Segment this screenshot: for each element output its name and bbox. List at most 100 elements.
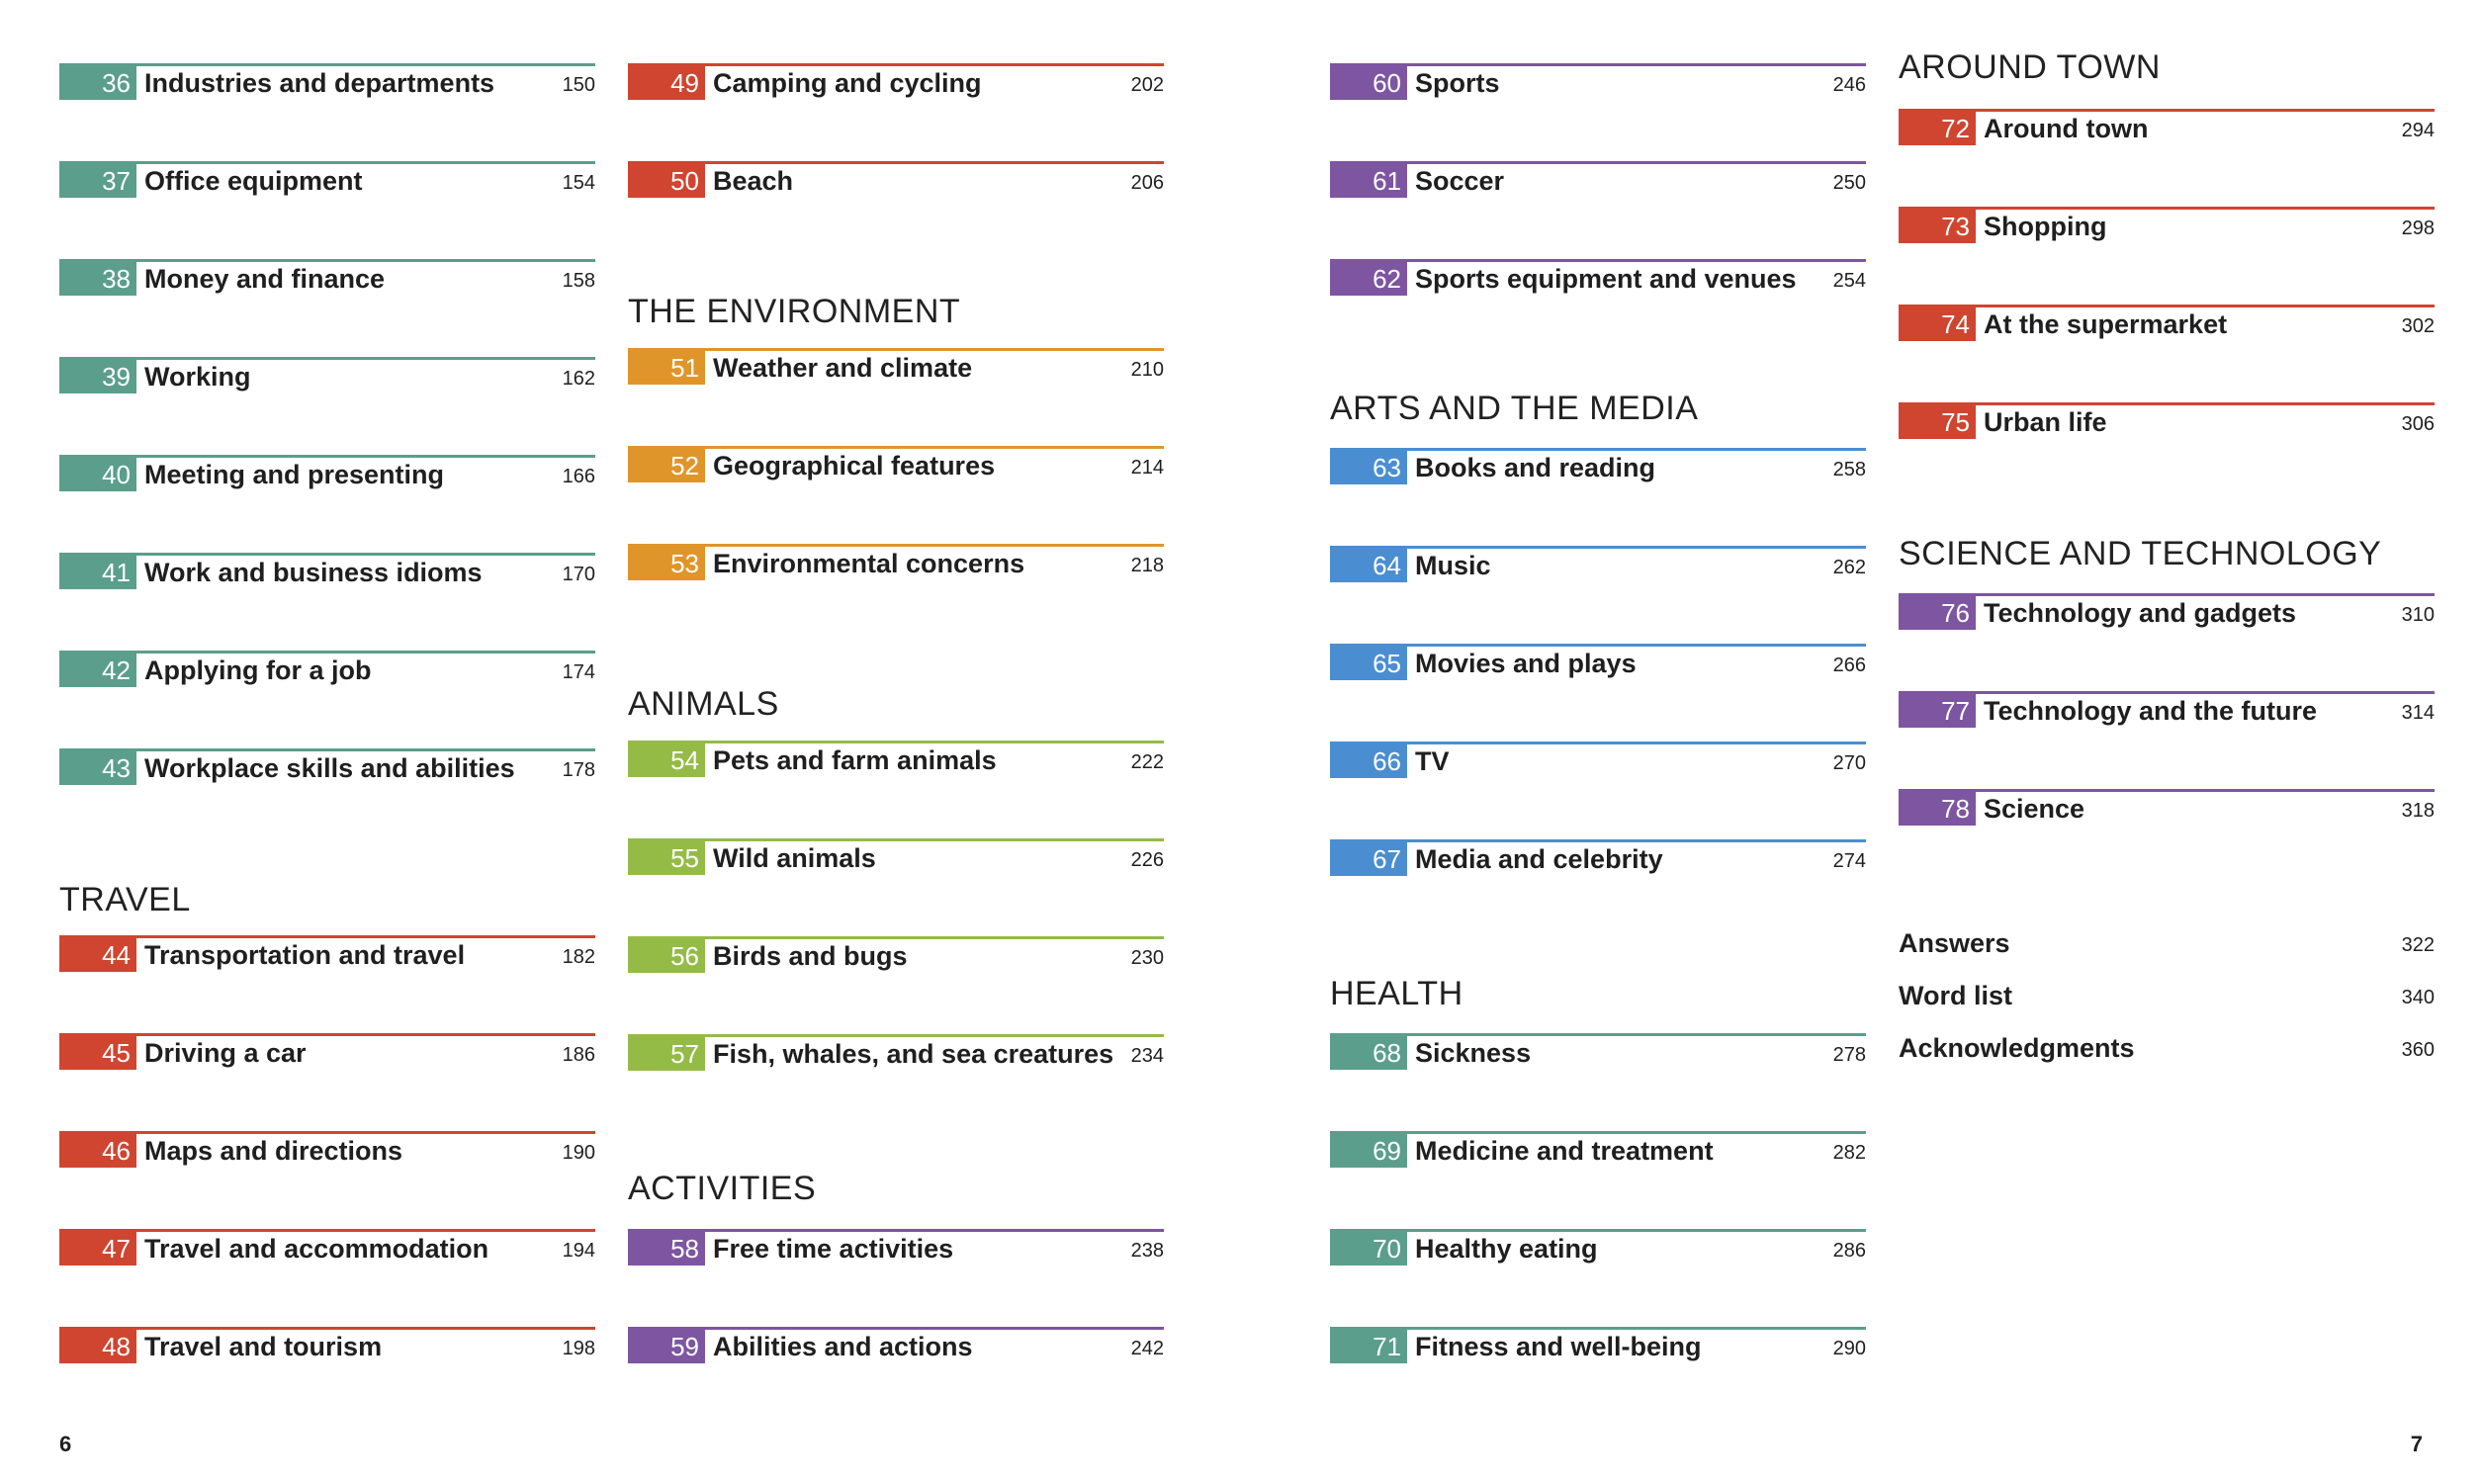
toc-entry[interactable]: 76 Technology and gadgets 310 <box>1899 593 2435 636</box>
unit-page-number: 194 <box>562 1240 595 1262</box>
toc-entry[interactable]: 58 Free time activities 238 <box>628 1229 1164 1271</box>
unit-page-number: 150 <box>562 74 595 96</box>
section-heading: SCIENCE AND TECHNOLOGY <box>1899 535 2382 572</box>
unit-number-badge: 73 <box>1899 210 1976 243</box>
unit-title: Movies and plays <box>1415 649 1637 678</box>
back-matter-entry[interactable]: Word list 340 <box>1899 979 2435 1018</box>
unit-page-number: 266 <box>1832 655 1866 676</box>
unit-page-number: 238 <box>1130 1240 1164 1262</box>
toc-entry[interactable]: 44 Transportation and travel 182 <box>59 935 595 978</box>
back-matter-title: Word list <box>1899 981 2013 1010</box>
unit-page-number: 202 <box>1130 74 1164 96</box>
toc-entry[interactable]: 39 Working 162 <box>59 357 595 399</box>
unit-title: Working <box>144 362 251 392</box>
unit-number-badge: 72 <box>1899 112 1976 145</box>
unit-title: Geographical features <box>713 451 996 480</box>
toc-entry[interactable]: 38 Money and finance 158 <box>59 259 595 302</box>
toc-entry[interactable]: 74 At the supermarket 302 <box>1899 305 2435 347</box>
unit-number-badge: 76 <box>1899 596 1976 630</box>
toc-entry[interactable]: 56 Birds and bugs 230 <box>628 936 1164 979</box>
toc-entry[interactable]: 64 Music 262 <box>1330 546 1866 588</box>
unit-number-badge: 78 <box>1899 792 1976 826</box>
toc-entry[interactable]: 42 Applying for a job 174 <box>59 651 595 693</box>
unit-title: Sports equipment and venues <box>1415 264 1797 294</box>
toc-entry[interactable]: 63 Books and reading 258 <box>1330 448 1866 490</box>
unit-title: Media and celebrity <box>1415 844 1663 874</box>
unit-number-badge: 61 <box>1330 164 1407 198</box>
unit-title: Office equipment <box>144 166 363 196</box>
toc-entry[interactable]: 50 Beach 206 <box>628 161 1164 204</box>
unit-title: Free time activities <box>713 1234 954 1264</box>
unit-number-badge: 54 <box>628 743 705 777</box>
unit-number-badge: 63 <box>1330 451 1407 484</box>
unit-title: Weather and climate <box>713 353 973 383</box>
toc-entry[interactable]: 45 Driving a car 186 <box>59 1033 595 1076</box>
toc-entry[interactable]: 47 Travel and accommodation 194 <box>59 1229 595 1271</box>
unit-title: Travel and tourism <box>144 1332 383 1361</box>
toc-entry[interactable]: 78 Science 318 <box>1899 789 2435 831</box>
toc-entry[interactable]: 62 Sports equipment and venues 254 <box>1330 259 1866 302</box>
toc-entry[interactable]: 71 Fitness and well-being 290 <box>1330 1327 1866 1369</box>
toc-entry[interactable]: 73 Shopping 298 <box>1899 207 2435 249</box>
toc-entry[interactable]: 40 Meeting and presenting 166 <box>59 455 595 497</box>
unit-number-badge: 40 <box>59 458 136 491</box>
unit-number-badge: 75 <box>1899 405 1976 439</box>
toc-entry[interactable]: 57 Fish, whales, and sea creatures 234 <box>628 1034 1164 1077</box>
unit-title: Science <box>1984 794 2085 824</box>
unit-title: Medicine and treatment <box>1415 1136 1714 1166</box>
unit-title: Meeting and presenting <box>144 460 445 489</box>
unit-title: Urban life <box>1984 407 2107 437</box>
unit-number-badge: 60 <box>1330 66 1407 100</box>
unit-number-badge: 50 <box>628 164 705 198</box>
toc-entry[interactable]: 75 Urban life 306 <box>1899 402 2435 445</box>
toc-entry[interactable]: 49 Camping and cycling 202 <box>628 63 1164 106</box>
toc-entry[interactable]: 72 Around town 294 <box>1899 109 2435 151</box>
unit-page-number: 242 <box>1130 1338 1164 1359</box>
unit-page-number: 162 <box>562 368 595 390</box>
unit-page-number: 278 <box>1832 1044 1866 1066</box>
toc-entry[interactable]: 65 Movies and plays 266 <box>1330 644 1866 686</box>
unit-title: Environmental concerns <box>713 549 1025 578</box>
section-heading: HEALTH <box>1330 975 1463 1012</box>
unit-title: Fish, whales, and sea creatures <box>713 1039 1114 1069</box>
unit-number-badge: 37 <box>59 164 136 198</box>
back-matter-entry[interactable]: Answers 322 <box>1899 926 2435 966</box>
toc-entry[interactable]: 69 Medicine and treatment 282 <box>1330 1131 1866 1174</box>
back-matter-page: 322 <box>2401 934 2435 956</box>
toc-entry[interactable]: 60 Sports 246 <box>1330 63 1866 106</box>
toc-entry[interactable]: 48 Travel and tourism 198 <box>59 1327 595 1369</box>
unit-number-badge: 58 <box>628 1232 705 1266</box>
toc-entry[interactable]: 54 Pets and farm animals 222 <box>628 741 1164 783</box>
toc-entry[interactable]: 59 Abilities and actions 242 <box>628 1327 1164 1369</box>
toc-entry[interactable]: 52 Geographical features 214 <box>628 446 1164 488</box>
unit-number-badge: 45 <box>59 1036 136 1070</box>
unit-page-number: 206 <box>1130 172 1164 194</box>
unit-title: Applying for a job <box>144 655 372 685</box>
toc-entry[interactable]: 77 Technology and the future 314 <box>1899 691 2435 734</box>
unit-title: Healthy eating <box>1415 1234 1598 1264</box>
unit-page-number: 302 <box>2401 315 2435 337</box>
unit-page-number: 298 <box>2401 218 2435 239</box>
unit-number-badge: 55 <box>628 841 705 875</box>
unit-title: Travel and accommodation <box>144 1234 489 1264</box>
back-matter-title: Answers <box>1899 928 2010 958</box>
toc-entry[interactable]: 46 Maps and directions 190 <box>59 1131 595 1174</box>
page-number-right: 7 <box>2410 1432 2423 1456</box>
toc-entry[interactable]: 68 Sickness 278 <box>1330 1033 1866 1076</box>
unit-number-badge: 39 <box>59 360 136 393</box>
unit-page-number: 274 <box>1832 850 1866 872</box>
toc-entry[interactable]: 43 Workplace skills and abilities 178 <box>59 748 595 791</box>
back-matter-entry[interactable]: Acknowledgments 360 <box>1899 1031 2435 1071</box>
toc-entry[interactable]: 66 TV 270 <box>1330 742 1866 784</box>
toc-entry[interactable]: 36 Industries and departments 150 <box>59 63 595 106</box>
toc-entry[interactable]: 51 Weather and climate 210 <box>628 348 1164 391</box>
toc-entry[interactable]: 55 Wild animals 226 <box>628 838 1164 881</box>
toc-entry[interactable]: 41 Work and business idioms 170 <box>59 553 595 595</box>
toc-entry[interactable]: 67 Media and celebrity 274 <box>1330 839 1866 882</box>
toc-entry[interactable]: 70 Healthy eating 286 <box>1330 1229 1866 1271</box>
toc-entry[interactable]: 61 Soccer 250 <box>1330 161 1866 204</box>
unit-number-badge: 53 <box>628 547 705 580</box>
toc-entry[interactable]: 37 Office equipment 154 <box>59 161 595 204</box>
unit-page-number: 210 <box>1130 359 1164 381</box>
toc-entry[interactable]: 53 Environmental concerns 218 <box>628 544 1164 586</box>
